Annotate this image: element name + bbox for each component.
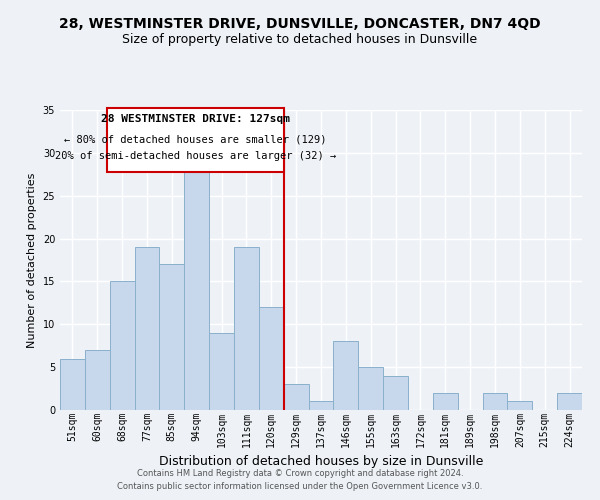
Text: 28, WESTMINSTER DRIVE, DUNSVILLE, DONCASTER, DN7 4QD: 28, WESTMINSTER DRIVE, DUNSVILLE, DONCAS… [59, 18, 541, 32]
Bar [60, 358, 85, 410]
Text: 20% of semi-detached houses are larger (32) →: 20% of semi-detached houses are larger (… [55, 151, 336, 161]
Bar [259, 307, 284, 410]
Bar [134, 247, 160, 410]
Bar [234, 247, 259, 410]
Bar [110, 282, 134, 410]
Text: Contains public sector information licensed under the Open Government Licence v3: Contains public sector information licen… [118, 482, 482, 491]
Bar [508, 402, 532, 410]
Bar [334, 342, 358, 410]
Bar [557, 393, 582, 410]
X-axis label: Distribution of detached houses by size in Dunsville: Distribution of detached houses by size … [159, 455, 483, 468]
Text: ← 80% of detached houses are smaller (129): ← 80% of detached houses are smaller (12… [64, 134, 327, 144]
Bar [482, 393, 508, 410]
Bar [160, 264, 184, 410]
Bar [308, 402, 334, 410]
Bar [284, 384, 308, 410]
Bar [209, 333, 234, 410]
Text: Contains HM Land Registry data © Crown copyright and database right 2024.: Contains HM Land Registry data © Crown c… [137, 468, 463, 477]
Bar [383, 376, 408, 410]
Bar [433, 393, 458, 410]
Y-axis label: Number of detached properties: Number of detached properties [27, 172, 37, 348]
Bar [358, 367, 383, 410]
Bar [184, 162, 209, 410]
Text: 28 WESTMINSTER DRIVE: 127sqm: 28 WESTMINSTER DRIVE: 127sqm [101, 114, 290, 124]
FancyBboxPatch shape [107, 108, 284, 172]
Text: Size of property relative to detached houses in Dunsville: Size of property relative to detached ho… [122, 32, 478, 46]
Bar [85, 350, 110, 410]
